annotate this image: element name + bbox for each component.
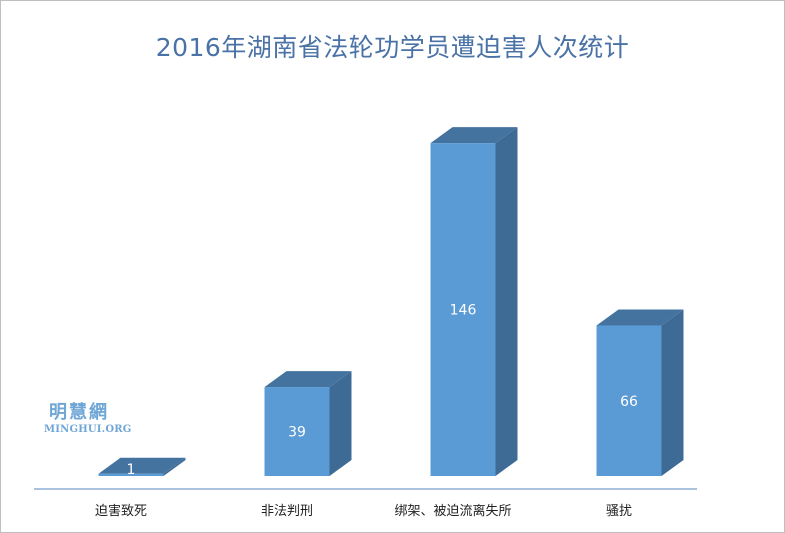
minghui-watermark: 明慧網 MINGHUI.ORG [44, 398, 144, 435]
data-label-0: 1 [127, 462, 136, 478]
data-label-3: 66 [620, 394, 638, 410]
data-label-1: 39 [288, 425, 306, 441]
bar-1 [264, 387, 330, 476]
bar-side-0 [163, 457, 186, 476]
chart-title: 2016年湖南省法轮功学员遭迫害人次统计 [155, 33, 630, 62]
bar-top-3 [596, 309, 684, 326]
bar-side-2 [495, 127, 518, 477]
bar-side-3 [661, 309, 684, 476]
bar-top-1 [264, 371, 352, 388]
bar-side-1 [329, 371, 352, 476]
watermark-cn: 明慧網 [49, 402, 109, 423]
category-label-3: 骚扰 [606, 504, 632, 519]
data-label-2: 146 [450, 303, 477, 319]
bar-0 [98, 473, 164, 476]
bar-3 [596, 325, 662, 476]
bar-top-2 [430, 127, 518, 144]
bar-2 [430, 143, 496, 476]
category-label-0: 迫害致死 [95, 503, 147, 519]
category-label-1: 非法判刑 [261, 504, 313, 519]
watermark-en: MINGHUI.ORG [44, 424, 132, 435]
category-label-2: 绑架、被迫流离失所 [394, 503, 511, 519]
bar-top-0 [98, 457, 186, 474]
